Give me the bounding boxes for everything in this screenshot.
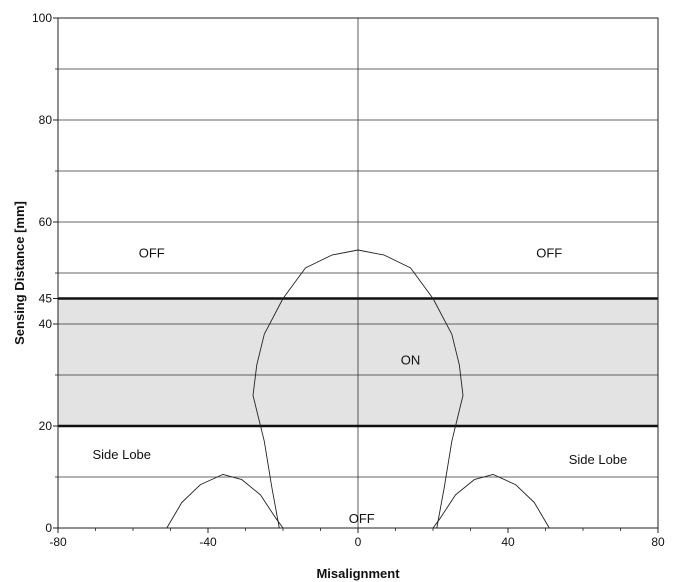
x-tick-label: 0 [355,535,362,549]
x-tick-label: 40 [501,535,515,549]
zone-label: OFF [349,511,375,526]
y-axis-title: Sensing Distance [mm] [12,201,27,345]
y-tick-label: 60 [39,215,53,229]
zone-label: Side Lobe [92,447,151,462]
series-line [166,473,284,529]
y-tick-label: 100 [32,11,52,25]
y-tick-label: 0 [45,521,52,535]
x-tick-label: -80 [49,535,67,549]
x-tick-label: -40 [199,535,217,549]
y-tick-label: 20 [39,419,53,433]
y-tick-label: 80 [39,113,53,127]
zone-label: ON [401,353,421,368]
y-tick-label: 45 [39,292,53,306]
series-line [432,473,550,529]
series-line [252,249,464,529]
x-axis-title: Misalignment [316,566,400,581]
zone-label: Side Lobe [569,452,628,467]
zone-label: OFF [536,246,562,261]
zone-label: OFF [139,246,165,261]
y-tick-label: 40 [39,317,53,331]
x-tick-label: 80 [651,535,665,549]
